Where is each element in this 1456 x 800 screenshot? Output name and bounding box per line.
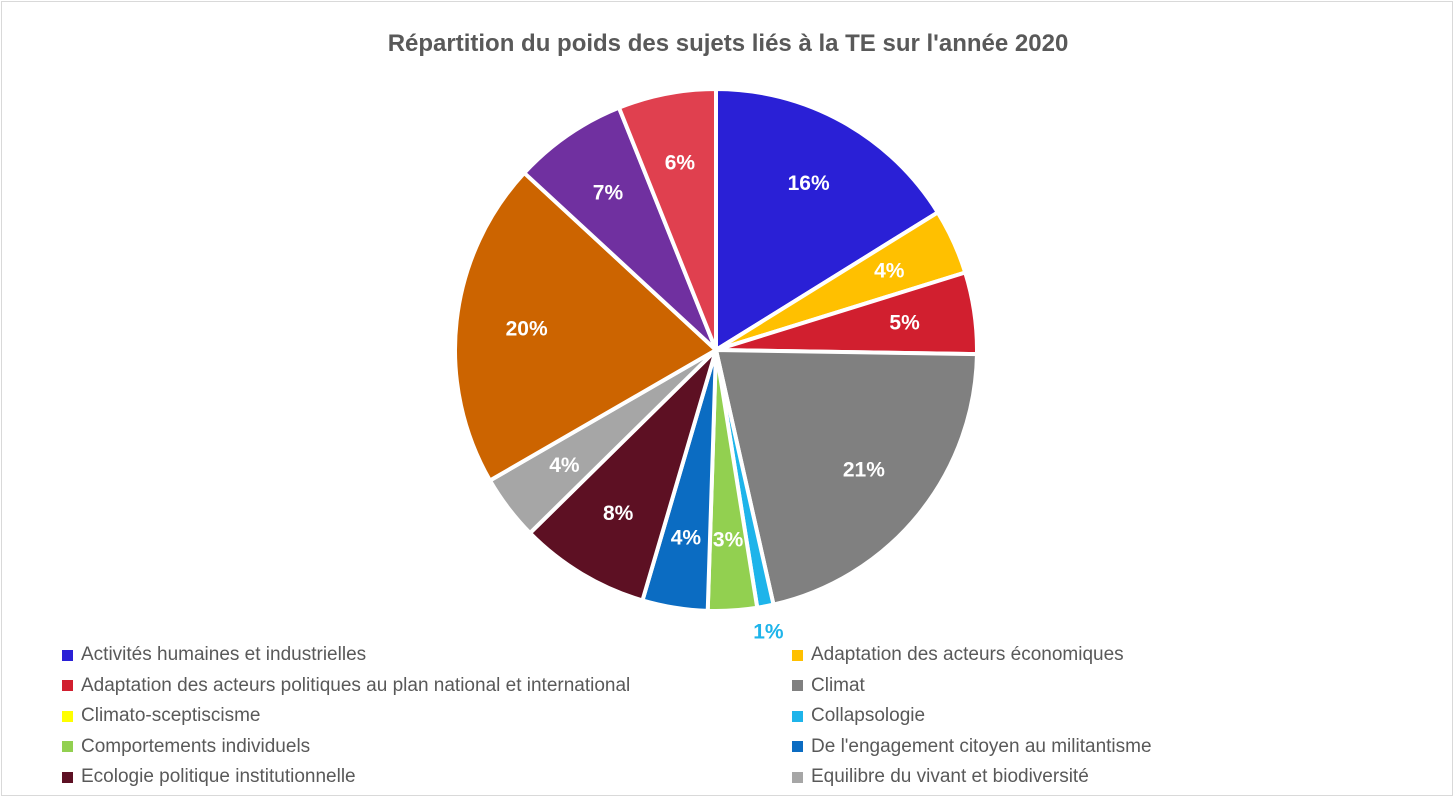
legend-label: Collapsologie	[811, 705, 926, 727]
legend-swatch	[62, 710, 73, 722]
legend-item: Activités humaines et industrielles	[62, 644, 366, 666]
legend-label: Climat	[811, 674, 865, 696]
slice-data-label: 4%	[549, 454, 580, 477]
legend-label: Climato-sceptiscisme	[81, 705, 261, 727]
legend-item: De l'engagement citoyen au militantisme	[792, 736, 1152, 758]
legend-item: Collapsologie	[792, 705, 925, 727]
legend-item: Climato-sceptiscisme	[62, 705, 260, 727]
slice-data-label: 21%	[843, 459, 885, 482]
pie-slice	[522, 105, 718, 352]
legend-item: Climat	[792, 675, 865, 697]
legend-swatch	[792, 710, 803, 722]
legend-swatch	[62, 649, 73, 661]
slice-data-label: 7%	[593, 182, 624, 205]
legend-swatch	[792, 741, 803, 753]
legend-label: Adaptation des acteurs politiques au pla…	[81, 674, 631, 696]
pie-slice	[616, 87, 718, 352]
pie-slice	[453, 170, 718, 483]
slice-data-label: 16%	[788, 172, 830, 195]
legend-label: Ecologie politique institutionnelle	[81, 766, 356, 788]
legend-swatch	[792, 680, 803, 692]
slice-data-label: 4%	[671, 527, 702, 550]
legend-swatch	[792, 771, 803, 783]
slice-data-label: 5%	[889, 311, 920, 334]
legend-swatch	[62, 741, 73, 753]
pie-slice	[527, 348, 718, 603]
legend-swatch	[792, 649, 803, 661]
pie-slice	[714, 348, 979, 607]
legend-item: Adaptation des acteurs économiques	[792, 644, 1124, 666]
legend-label: Comportements individuels	[81, 735, 311, 757]
slice-data-label: 1%	[753, 620, 784, 643]
legend-swatch	[62, 771, 73, 783]
slice-data-label: 8%	[603, 502, 634, 525]
legend-label: Equilibre du vivant et biodiversité	[811, 766, 1089, 788]
legend-label: Adaptation des acteurs économiques	[811, 644, 1124, 665]
slice-data-label: 3%	[713, 529, 744, 552]
slice-data-label: 4%	[874, 259, 905, 282]
slice-data-label: 6%	[665, 151, 696, 174]
legend-swatch	[62, 680, 73, 692]
legend-item: Ecologie politique institutionnelle	[62, 766, 356, 788]
slice-data-label: 20%	[506, 317, 548, 340]
legend-item: Comportements individuels	[62, 736, 310, 758]
pie-slice	[714, 87, 940, 352]
chart-title: Répartition du poids des sujets liés à l…	[387, 30, 1069, 57]
legend-label: Activités humaines et industrielles	[81, 644, 367, 665]
legend-item: Adaptation des acteurs politiques au pla…	[62, 675, 630, 697]
legend-label: De l'engagement citoyen au militantisme	[811, 735, 1152, 757]
legend-item: Equilibre du vivant et biodiversité	[792, 766, 1089, 788]
